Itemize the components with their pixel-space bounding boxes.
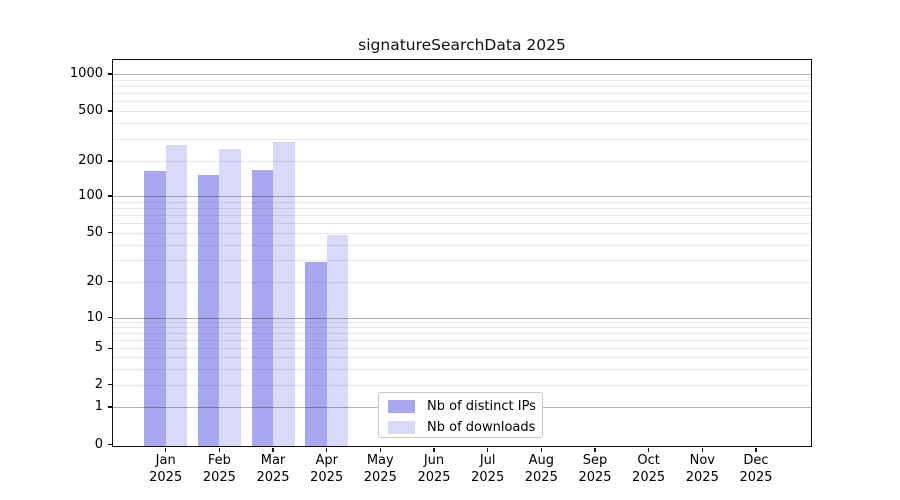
x-tick-mark	[379, 447, 381, 453]
minor-gridline	[113, 327, 811, 329]
minor-gridline	[113, 244, 811, 246]
bar-downloads-jan	[165, 144, 188, 446]
minor-gridline	[113, 207, 811, 209]
x-tick-mark	[218, 447, 221, 453]
x-tick-label: May 2025	[363, 453, 397, 485]
major-gridline	[113, 74, 811, 76]
minor-gridline	[113, 232, 811, 234]
x-tick-mark	[755, 447, 757, 453]
x-tick-mark	[487, 447, 489, 453]
legend: Nb of distinct IPs Nb of downloads	[378, 392, 543, 438]
minor-gridline	[113, 281, 811, 283]
y-tick-label: 500	[78, 103, 103, 118]
plot-area	[112, 59, 812, 447]
x-tick-label: Jan 2025	[149, 453, 183, 485]
legend-label-downloads: Nb of downloads	[427, 420, 536, 435]
minor-gridline	[113, 201, 811, 203]
x-tick-mark	[647, 447, 650, 453]
x-tick-mark	[594, 447, 596, 453]
minor-gridline	[113, 260, 811, 261]
x-tick-mark	[272, 447, 274, 453]
y-tick-mark	[108, 73, 113, 75]
y-tick-mark	[108, 383, 113, 386]
y-tick-label: 5	[94, 340, 103, 356]
y-tick-mark	[108, 160, 113, 162]
minor-gridline	[113, 357, 811, 359]
x-tick-label: Nov 2025	[685, 453, 719, 485]
y-tick-mark	[108, 281, 113, 283]
y-tick-label: 2	[94, 376, 103, 392]
bar-distinct-ips-jan	[144, 170, 166, 446]
y-tick-mark	[108, 232, 113, 234]
x-tick-mark	[326, 447, 328, 453]
x-tick-mark	[433, 447, 435, 453]
minor-gridline	[113, 214, 811, 216]
bar-downloads-mar	[273, 141, 295, 446]
minor-gridline	[113, 384, 811, 386]
minor-gridline	[113, 85, 811, 87]
minor-gridline	[113, 79, 811, 81]
x-tick-label: Sep 2025	[578, 453, 612, 485]
minor-gridline	[113, 340, 811, 342]
y-tick-mark	[108, 443, 113, 446]
legend-swatch-downloads	[388, 421, 415, 434]
major-gridline	[113, 317, 811, 319]
x-tick-label: Mar 2025	[256, 453, 290, 485]
x-tick-mark	[701, 447, 703, 453]
x-tick-label: Feb 2025	[202, 453, 236, 485]
bar-distinct-ips-apr	[305, 261, 327, 446]
y-tick-label: 1	[94, 399, 103, 414]
minor-gridline	[113, 138, 811, 140]
minor-gridline	[113, 348, 811, 350]
y-tick-label: 20	[86, 273, 103, 289]
y-tick-label: 50	[86, 224, 103, 240]
legend-item-distinct-ips: Nb of distinct IPs	[379, 397, 542, 416]
chart-title: signatureSearchData 2025	[358, 36, 566, 54]
y-tick-mark	[108, 406, 113, 408]
minor-gridline	[113, 123, 811, 125]
x-tick-label: Oct 2025	[632, 453, 666, 485]
minor-gridline	[113, 161, 811, 162]
minor-gridline	[113, 333, 811, 335]
y-tick-mark	[108, 316, 113, 319]
minor-gridline	[113, 322, 811, 324]
y-tick-label: 200	[78, 153, 103, 168]
x-tick-mark	[165, 447, 167, 453]
bar-downloads-apr	[326, 234, 349, 446]
x-tick-mark	[540, 447, 542, 453]
x-tick-label: Apr 2025	[310, 453, 344, 485]
y-tick-label: 1000	[69, 66, 103, 81]
legend-swatch-distinct-ips	[388, 400, 415, 413]
bar-downloads-feb	[219, 149, 241, 446]
y-tick-label: 0	[94, 436, 103, 452]
bar-distinct-ips-mar	[251, 169, 273, 446]
minor-gridline	[113, 223, 811, 224]
y-tick-mark	[108, 195, 113, 197]
legend-item-downloads: Nb of downloads	[379, 418, 542, 437]
y-tick-label: 100	[78, 188, 103, 203]
minor-gridline	[113, 101, 811, 103]
legend-label-distinct-ips: Nb of distinct IPs	[427, 399, 536, 414]
x-tick-label: Jun 2025	[417, 453, 451, 485]
y-tick-mark	[108, 110, 113, 112]
minor-gridline	[113, 93, 811, 94]
x-tick-label: Jul 2025	[471, 453, 505, 485]
y-tick-label: 10	[86, 309, 103, 325]
bar-distinct-ips-feb	[197, 174, 220, 446]
y-tick-mark	[108, 347, 113, 349]
x-tick-label: Aug 2025	[524, 453, 558, 485]
minor-gridline	[113, 368, 811, 370]
x-tick-label: Dec 2025	[739, 453, 773, 485]
minor-gridline	[113, 111, 811, 112]
major-gridline	[113, 196, 811, 198]
